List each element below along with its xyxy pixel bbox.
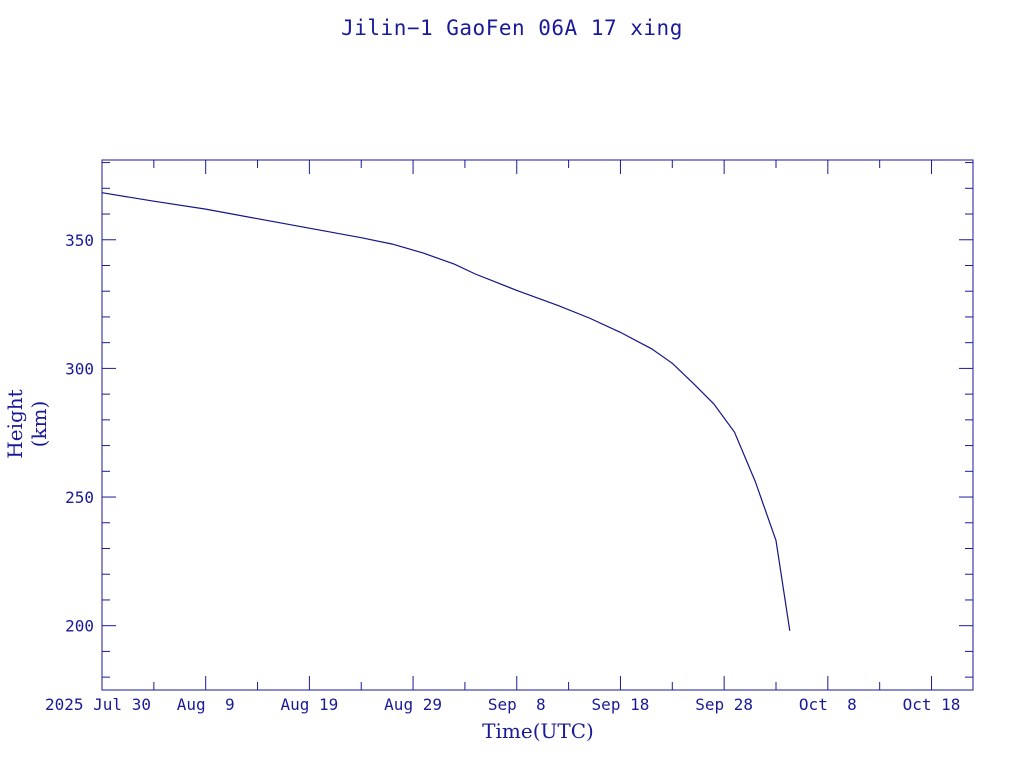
- height-series-line: [101, 192, 791, 631]
- axis-ticks: [101, 160, 973, 690]
- chart-title: Jilin−1 GaoFen 06A 17 xing: [341, 16, 683, 40]
- x-tick-label: Aug 19: [280, 695, 338, 714]
- y-tick-label: 300: [65, 359, 94, 378]
- x-tick-label: Oct 8: [799, 695, 857, 714]
- axis-tick-labels: 2025 Jul 30 Aug 9 Aug 19 Aug 29 Sep 8 Sep 18 S…: [45, 231, 960, 714]
- x-tick-label: 2025 Jul 30: [45, 695, 151, 714]
- x-tick-label: Sep 18: [592, 695, 650, 714]
- x-axis-label: Time(UTC): [482, 719, 594, 743]
- y-tick-label: 250: [65, 488, 94, 507]
- y-tick-label: 200: [65, 617, 94, 636]
- y-axis-label: Height (km): [3, 389, 51, 459]
- x-tick-label: Oct 18: [903, 695, 961, 714]
- plot-frame: [101, 159, 974, 691]
- x-tick-label: Sep 28: [695, 695, 753, 714]
- y-tick-label: 350: [65, 231, 94, 250]
- x-tick-label: Aug 9: [177, 695, 235, 714]
- x-tick-label: Sep 8: [488, 695, 546, 714]
- x-tick-label: Aug 29: [384, 695, 442, 714]
